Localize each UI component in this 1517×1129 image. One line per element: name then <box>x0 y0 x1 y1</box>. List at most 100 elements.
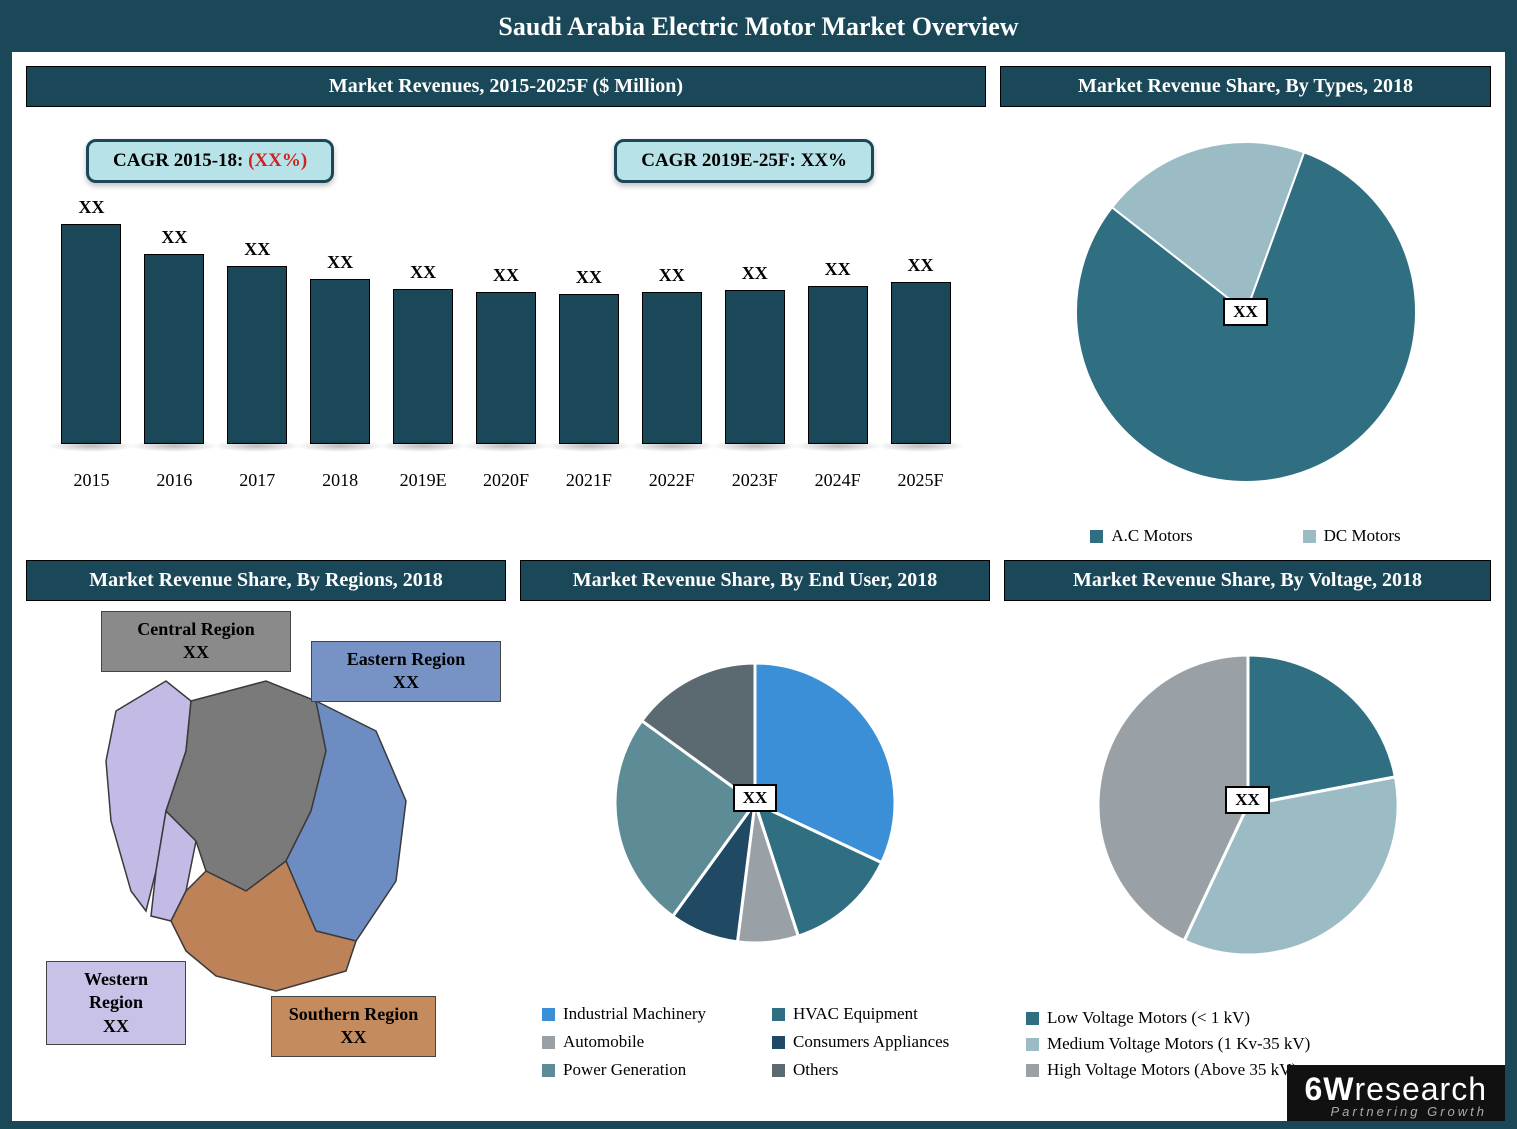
bar-2023F: XX2023F <box>716 263 794 491</box>
content-area: Market Revenues, 2015-2025F ($ Million) … <box>12 52 1505 1121</box>
cagr-badge-right: CAGR 2019E-25F: XX% <box>614 139 874 183</box>
types-pie-wrap: XXXX <box>1000 107 1491 516</box>
legend-item: Power Generation <box>542 1060 722 1080</box>
watermark-brand: 6Wresearch <box>1305 1071 1488 1108</box>
bar-rect <box>642 292 702 444</box>
legend-item: Medium Voltage Motors (1 Kv-35 kV) <box>1026 1034 1469 1054</box>
legend-item: A.C Motors <box>1090 526 1192 546</box>
bar-value-label: XX <box>576 267 602 288</box>
cagr-badge-left: CAGR 2015-18: (XX%) <box>86 139 334 183</box>
bar-category-label: 2015 <box>73 470 109 491</box>
bar-shadow <box>47 440 135 452</box>
bar-category-label: 2020F <box>483 470 529 491</box>
bar-chart-title: Market Revenues, 2015-2025F ($ Million) <box>26 66 986 107</box>
legend-label: Others <box>793 1060 838 1080</box>
bar-value-label: XX <box>410 262 436 283</box>
bar-value-label: XX <box>908 255 934 276</box>
bar-category-label: 2016 <box>156 470 192 491</box>
bar-series: XX2015XX2016XX2017XX2018XX2019EXX2020FXX… <box>46 211 966 491</box>
regions-title: Market Revenue Share, By Regions, 2018 <box>26 560 506 601</box>
legend-swatch <box>542 1008 555 1021</box>
enduser-pie-panel: Market Revenue Share, By End User, 2018 … <box>520 560 990 1080</box>
bar-value-label: XX <box>825 259 851 280</box>
bar-value-label: XX <box>161 227 187 248</box>
pie-data-label: XX <box>1225 786 1270 814</box>
bar-2020F: XX2020F <box>467 265 545 491</box>
legend-label: Power Generation <box>563 1060 686 1080</box>
bar-2025F: XX 2025F <box>882 255 960 491</box>
legend-label: A.C Motors <box>1111 526 1192 546</box>
cagr-left-value: (XX%) <box>248 150 307 171</box>
legend-label: Industrial Machinery <box>563 1004 706 1024</box>
bar-2015: XX 2015 <box>52 197 130 491</box>
bar-2022F: XX 2022F <box>633 265 711 491</box>
pie-data-label: XX <box>733 784 778 812</box>
region-box: Southern RegionXX <box>271 996 436 1057</box>
region-value: XX <box>326 671 486 694</box>
bar-category-label: 2018 <box>322 470 358 491</box>
bar-value-label: XX <box>659 265 685 286</box>
bar-shadow <box>130 440 218 452</box>
bar-shadow <box>213 440 301 452</box>
legend-label: DC Motors <box>1324 526 1401 546</box>
region-value: XX <box>61 1015 171 1038</box>
row-1: Market Revenues, 2015-2025F ($ Million) … <box>26 66 1491 546</box>
bar-shadow <box>379 440 467 452</box>
bar-2016: XX 2016 <box>135 227 213 491</box>
legend-item: HVAC Equipment <box>772 1004 952 1024</box>
bar-rect <box>476 292 536 444</box>
bar-chart-panel: Market Revenues, 2015-2025F ($ Million) … <box>26 66 986 546</box>
legend-item: Low Voltage Motors (< 1 kV) <box>1026 1008 1469 1028</box>
region-name: Central Region <box>116 618 276 641</box>
legend-label: Medium Voltage Motors (1 Kv-35 kV) <box>1047 1034 1310 1054</box>
bar-rect <box>559 294 619 444</box>
bar-2018: XX 2018 <box>301 252 379 491</box>
bar-category-label: 2019E <box>400 470 447 491</box>
region-box: Eastern RegionXX <box>311 641 501 702</box>
bar-category-label: 2023F <box>732 470 778 491</box>
cagr-left-prefix: CAGR 2015-18: <box>113 150 248 171</box>
bar-category-label: 2022F <box>649 470 695 491</box>
bar-rect <box>891 282 951 444</box>
legend-swatch <box>1026 1038 1039 1051</box>
bar-shadow <box>794 440 882 452</box>
cagr-row: CAGR 2015-18: (XX%) CAGR 2019E-25F: XX% <box>26 107 986 191</box>
voltage-pie-title: Market Revenue Share, By Voltage, 2018 <box>1004 560 1491 601</box>
bar-2024F: XX2024F <box>799 259 877 491</box>
bar-shadow <box>296 440 384 452</box>
bar-rect <box>227 266 287 444</box>
bar-rect <box>393 289 453 444</box>
legend-swatch <box>1090 530 1103 543</box>
bar-shadow <box>545 440 633 452</box>
watermark-tagline: Partnering Growth <box>1305 1104 1488 1119</box>
legend-swatch <box>542 1064 555 1077</box>
bar-value-label: XX <box>78 197 104 218</box>
region-box: Central RegionXX <box>101 611 291 672</box>
map-wrap: Central RegionXXEastern RegionXXWestern … <box>26 601 506 1080</box>
region-name: Eastern Region <box>326 648 486 671</box>
bar-rect <box>144 254 204 444</box>
region-name: Western Region <box>61 968 171 1015</box>
bar-rect <box>310 279 370 444</box>
region-value: XX <box>286 1026 421 1049</box>
bar-value-label: XX <box>327 252 353 273</box>
bar-category-label: 2021F <box>566 470 612 491</box>
region-box: Western RegionXX <box>46 961 186 1045</box>
region-name: Southern Region <box>286 1003 421 1026</box>
legend-swatch <box>772 1064 785 1077</box>
regions-panel: Market Revenue Share, By Regions, 2018 C… <box>26 560 506 1080</box>
bar-2019E: XX 2019E <box>384 262 462 491</box>
types-pie-title: Market Revenue Share, By Types, 2018 <box>1000 66 1491 107</box>
legend-item: Industrial Machinery <box>542 1004 722 1024</box>
pie-data-label: XX <box>1223 298 1268 326</box>
legend-item: Consumers Appliances <box>772 1032 952 1052</box>
bar-category-label: 2025F <box>898 470 944 491</box>
legend-label: Consumers Appliances <box>793 1032 949 1052</box>
infographic-root: Saudi Arabia Electric Motor Market Overv… <box>0 0 1517 1129</box>
bar-value-label: XX <box>244 239 270 260</box>
legend-item: Automobile <box>542 1032 722 1052</box>
types-pie-panel: Market Revenue Share, By Types, 2018 XXX… <box>1000 66 1491 546</box>
enduser-legend: Industrial Machinery HVAC Equipment Automo… <box>520 994 990 1080</box>
types-legend: A.C Motors DC Motors <box>1000 516 1491 546</box>
watermark-brand-bold: 6W <box>1305 1071 1355 1107</box>
